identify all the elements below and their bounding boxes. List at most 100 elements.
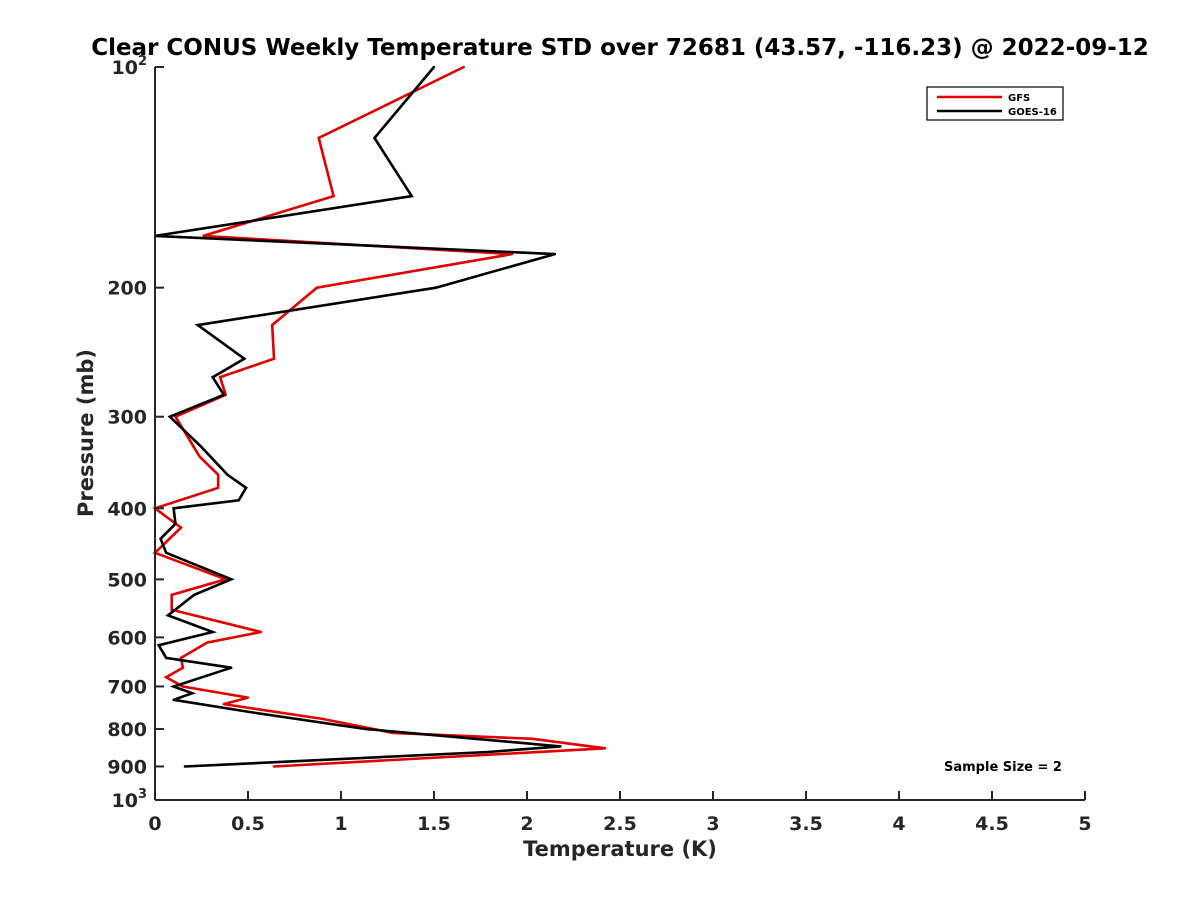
x-axis-title: Temperature (K) [523,837,717,861]
x-tick-label: 0.5 [231,813,265,835]
data-point [218,376,222,379]
legend-label: GOES-16 [1008,107,1057,118]
y-tick-label-base: 10 [112,790,138,812]
x-tick-label: 1.5 [417,813,451,835]
data-point [332,194,335,198]
data-point [271,323,274,327]
data-point [165,676,168,679]
data-point [237,499,240,502]
y-tick-label-base: 800 [107,719,147,741]
data-point [181,685,185,688]
data-point [191,692,194,695]
data-point [166,614,170,617]
data-point [486,750,490,754]
chart-title: Clear CONUS Weekly Temperature STD over … [91,35,1149,61]
series-line [154,66,561,768]
data-point [559,745,562,748]
sample-size-annotation: Sample Size = 2 [944,760,1062,775]
y-tick-label-base: 600 [107,627,147,649]
y-tick-label: 102 [112,54,148,79]
data-point [510,252,514,256]
data-point [434,286,438,289]
y-tick-label-base: 700 [107,676,147,698]
y-tick-label: 200 [107,278,147,300]
y-tick-label-exponent: 2 [138,54,147,69]
y-tick-label-base: 10 [112,57,138,79]
y-tick-label: 400 [107,498,147,520]
data-point [159,537,162,540]
y-tick-label-base: 500 [107,569,147,591]
data-point [174,522,177,525]
data-point [224,578,227,581]
data-point [410,194,413,198]
data-point [183,765,186,768]
data-point [230,578,233,581]
y-tick-label: 300 [107,407,147,429]
data-point [198,455,201,458]
data-point [200,445,203,449]
series-goes-16 [153,65,562,768]
y-tick-label-base: 300 [107,407,147,429]
y-tick-label: 900 [107,756,147,778]
data-point [172,698,175,701]
data-point [272,765,276,768]
data-point [315,286,318,289]
data-point [246,696,250,699]
data-point [222,393,225,396]
data-point [172,685,175,688]
data-point [244,486,248,489]
data-point [196,323,199,327]
data-point [243,357,246,360]
legend-box [926,86,1064,121]
x-tick-label: 5 [1078,813,1091,835]
y-tick-label-base: 200 [107,278,147,300]
data-point [272,357,276,360]
x-ticks: 0 0.5 1 1.5 2 2.5 3 3.5 4 4.5 5 [148,791,1092,835]
data-point [217,486,220,489]
y-tick-label: 600 [107,627,147,649]
data-point [181,666,185,669]
data-point [432,65,436,69]
x-tick-label: 2.5 [603,813,637,835]
data-point [202,234,205,238]
axes: 0 0.5 1 1.5 2 2.5 3 3.5 4 4.5 5 102200300400500600… [107,54,1091,835]
data-point [321,717,324,721]
data-point [168,415,172,418]
plot-background [155,67,1085,800]
x-tick-label: 3 [706,813,719,835]
x-tick-label: 0 [148,813,161,835]
x-tick-label: 3.5 [789,813,823,835]
data-point [226,473,229,476]
data-point [174,415,177,418]
data-point [172,507,175,510]
y-axis-title: Pressure (mb) [74,349,98,517]
x-tick-label: 4.5 [975,813,1009,835]
data-point [373,136,376,140]
data-point [317,136,320,140]
data-point [165,551,168,554]
legend: GFS GOES-16 [926,86,1064,121]
y-tick-label-exponent: 3 [138,787,147,802]
data-point [211,376,214,379]
data-point [222,702,225,706]
data-point [170,593,173,597]
x-tick-label: 1 [334,813,347,835]
y-tick-label-base: 400 [107,498,147,520]
data-point [531,737,534,740]
data-point [462,65,465,69]
data-point [170,608,173,611]
legend-label: GFS [1008,93,1030,104]
data-point [259,630,263,634]
data-point [252,711,255,714]
data-point [603,747,607,750]
data-point [230,666,233,669]
plot-area [152,65,1085,800]
data-point [211,630,214,634]
y-tick-label: 700 [107,676,147,698]
data-point [165,656,168,660]
data-point [205,641,209,644]
legend-items: GFS GOES-16 [937,93,1057,118]
data-point [364,727,367,731]
